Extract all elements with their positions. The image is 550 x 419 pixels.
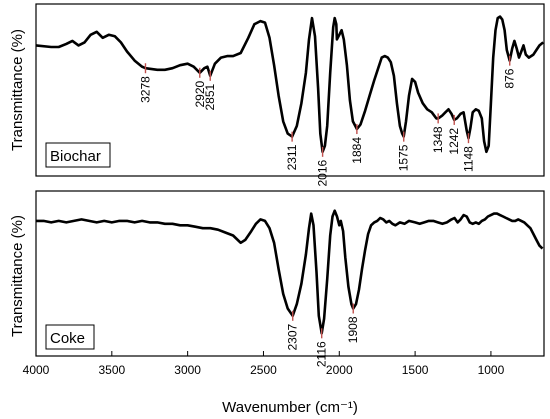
sample-name-biochar: Biochar xyxy=(50,148,101,165)
x-tick-label-4000: 4000 xyxy=(23,363,50,377)
panel-frame-coke xyxy=(35,190,545,357)
sample-legend-box-biochar xyxy=(45,142,111,168)
y-axis-label-coke: Transmittance (%) xyxy=(9,215,26,337)
x-tick-label-1500: 1500 xyxy=(402,363,429,377)
peak-label-coke-2307: 2307 xyxy=(286,323,300,350)
peak-label-biochar-1575: 1575 xyxy=(397,144,411,171)
y-axis-label-biochar: Transmittance (%) xyxy=(9,29,26,151)
x-axis-label: Wavenumber (cm⁻¹) xyxy=(222,399,358,416)
peak-label-coke-2116: 2116 xyxy=(315,341,329,367)
peak-label-biochar-2311: 2311 xyxy=(285,144,299,170)
peak-label-biochar-1884: 1884 xyxy=(350,137,364,164)
spectrum-line-biochar xyxy=(35,15,545,154)
peak-label-biochar-876: 876 xyxy=(503,68,517,88)
peak-group-coke: 2307 2116 1908 xyxy=(286,303,360,367)
panel-frame-biochar xyxy=(35,3,545,177)
x-tick-label-3500: 3500 xyxy=(98,363,125,377)
sample-legend-biochar: Biochar xyxy=(45,142,111,168)
peak-label-biochar-3278: 3278 xyxy=(139,76,153,103)
peak-label-biochar-1148: 1148 xyxy=(462,146,476,172)
x-tick-label-2500: 2500 xyxy=(250,363,277,377)
panel-coke: 2307 2116 1908 Coke Transmittance (%) xyxy=(9,190,545,367)
x-tick-label-3000: 3000 xyxy=(174,363,201,377)
sample-legend-coke: Coke xyxy=(45,324,95,350)
peak-label-biochar-2851: 2851 xyxy=(203,83,217,110)
x-tick-label-2000: 2000 xyxy=(326,363,353,377)
spectrum-line-coke xyxy=(36,209,544,335)
sample-name-coke: Coke xyxy=(50,330,85,347)
peak-label-biochar-2920: 2920 xyxy=(193,80,207,107)
peak-label-coke-1908: 1908 xyxy=(346,316,360,343)
peak-label-biochar-1348: 1348 xyxy=(431,126,445,153)
peak-label-biochar-2016: 2016 xyxy=(316,159,330,186)
x-tick-label-1000: 1000 xyxy=(478,363,505,377)
x-axis: 4000 3500 3000 2500 2000 1500 1000 xyxy=(23,351,505,377)
sample-legend-box-coke xyxy=(45,324,95,350)
peak-label-biochar-1242: 1242 xyxy=(447,128,461,155)
